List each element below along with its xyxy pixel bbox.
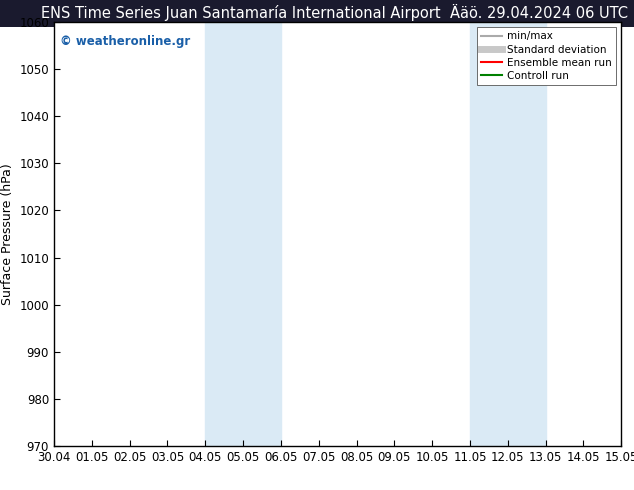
Bar [470,22,546,446]
Y-axis label: Surface Pressure (hPa): Surface Pressure (hPa) [1,163,14,305]
Text: © weatheronline.gr: © weatheronline.gr [60,35,190,48]
Text: ENS Time Series Juan Santamaría International Airport: ENS Time Series Juan Santamaría Internat… [41,5,441,22]
Bar [205,22,281,446]
Text: Ääö. 29.04.2024 06 UTC: Ääö. 29.04.2024 06 UTC [450,6,628,21]
Legend: min/max, Standard deviation, Ensemble mean run, Controll run: min/max, Standard deviation, Ensemble me… [477,27,616,85]
